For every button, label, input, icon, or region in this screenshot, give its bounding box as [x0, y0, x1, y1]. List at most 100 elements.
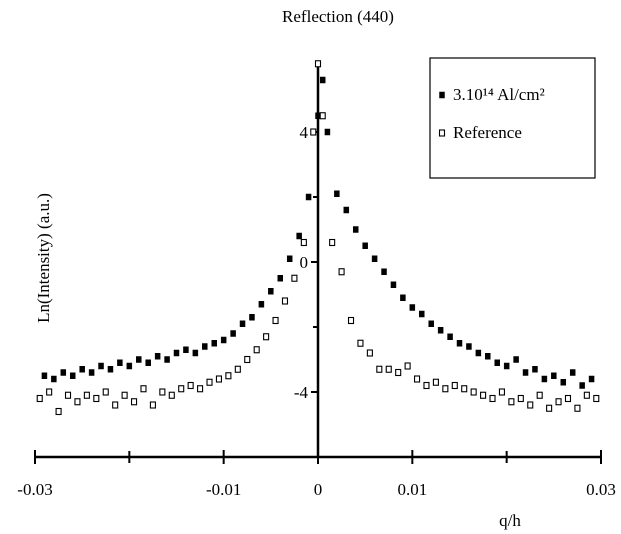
legend-label: Reference — [453, 123, 522, 142]
data-point — [532, 366, 538, 373]
data-point — [183, 346, 189, 353]
data-point — [560, 379, 567, 386]
data-point — [541, 375, 548, 383]
data-point — [347, 316, 355, 325]
y-tick-label: 0 — [300, 253, 309, 272]
data-point — [159, 388, 166, 396]
x-tick-label: 0.03 — [586, 480, 616, 499]
data-point — [583, 391, 590, 399]
y-axis-label: Ln(Intensity) (a.u.) — [34, 193, 53, 323]
data-point — [225, 372, 232, 380]
data-point — [305, 193, 312, 201]
data-point — [154, 353, 161, 360]
data-point — [456, 340, 463, 347]
data-point — [480, 391, 487, 399]
data-point — [93, 394, 100, 403]
data-point — [366, 349, 373, 357]
data-point — [588, 375, 595, 383]
data-point — [230, 330, 236, 337]
data-point — [447, 333, 453, 340]
data-point — [334, 190, 340, 197]
data-point — [555, 398, 562, 406]
data-point — [83, 391, 90, 399]
data-point — [371, 255, 378, 262]
data-point — [107, 366, 114, 373]
data-point — [400, 294, 406, 301]
data-point — [192, 349, 199, 357]
data-point — [470, 388, 477, 396]
data-point — [98, 362, 104, 370]
data-point — [258, 301, 265, 308]
data-point — [310, 128, 317, 136]
data-point — [281, 297, 289, 305]
data-point — [432, 378, 439, 386]
data-point — [343, 206, 350, 214]
data-point — [319, 76, 326, 84]
data-point — [291, 274, 298, 282]
data-point — [131, 398, 138, 406]
data-point — [64, 391, 72, 399]
data-point — [296, 232, 302, 240]
data-point — [187, 381, 194, 390]
y-tick-label: 4 — [300, 123, 309, 142]
data-point — [277, 275, 284, 282]
data-point — [551, 372, 557, 379]
data-point — [36, 394, 43, 403]
x-tick-label: 0.01 — [397, 480, 427, 499]
data-point — [314, 60, 322, 68]
data-point — [485, 353, 491, 360]
data-point — [173, 349, 180, 357]
legend-marker — [439, 91, 445, 99]
data-point — [46, 388, 53, 396]
legend-marker — [438, 129, 446, 137]
data-point — [324, 128, 331, 136]
data-point — [404, 362, 411, 370]
data-point — [121, 391, 128, 399]
data-point — [428, 320, 434, 327]
data-point — [513, 356, 519, 363]
data-point — [329, 238, 336, 247]
data-point — [215, 375, 222, 383]
data-point — [263, 333, 270, 341]
data-point — [249, 314, 255, 321]
data-point — [102, 388, 109, 396]
data-point — [376, 365, 383, 373]
legend-box — [429, 57, 596, 179]
data-point — [527, 401, 534, 409]
data-point — [202, 343, 208, 350]
data-point — [60, 369, 67, 376]
data-point — [69, 372, 76, 379]
data-point — [220, 336, 227, 344]
chart-title: Reflection (440) — [282, 7, 394, 26]
data-point — [494, 359, 500, 366]
data-point — [55, 407, 62, 416]
x-tick-label: 0 — [314, 480, 323, 499]
data-point — [268, 288, 274, 295]
data-point — [385, 365, 392, 373]
data-point — [381, 268, 387, 275]
data-point — [136, 356, 142, 363]
data-point — [390, 281, 397, 288]
data-point — [536, 391, 543, 399]
data-point — [74, 398, 81, 406]
data-point — [272, 316, 279, 325]
y-tick-label: -4 — [294, 383, 309, 402]
data-point — [319, 112, 326, 120]
data-point — [362, 242, 368, 249]
data-point — [145, 359, 151, 366]
data-point — [41, 372, 48, 379]
data-point — [211, 340, 217, 347]
data-point — [498, 388, 506, 396]
data-point — [489, 394, 496, 403]
x-tick-label: -0.03 — [17, 480, 52, 499]
data-point — [522, 369, 529, 376]
data-point — [206, 378, 213, 386]
data-point — [503, 362, 510, 370]
data-point — [234, 365, 241, 373]
data-point — [423, 381, 430, 390]
data-point — [395, 368, 402, 377]
x-axis-label: q/h — [499, 511, 521, 530]
data-point — [357, 339, 364, 347]
data-point — [197, 385, 204, 393]
